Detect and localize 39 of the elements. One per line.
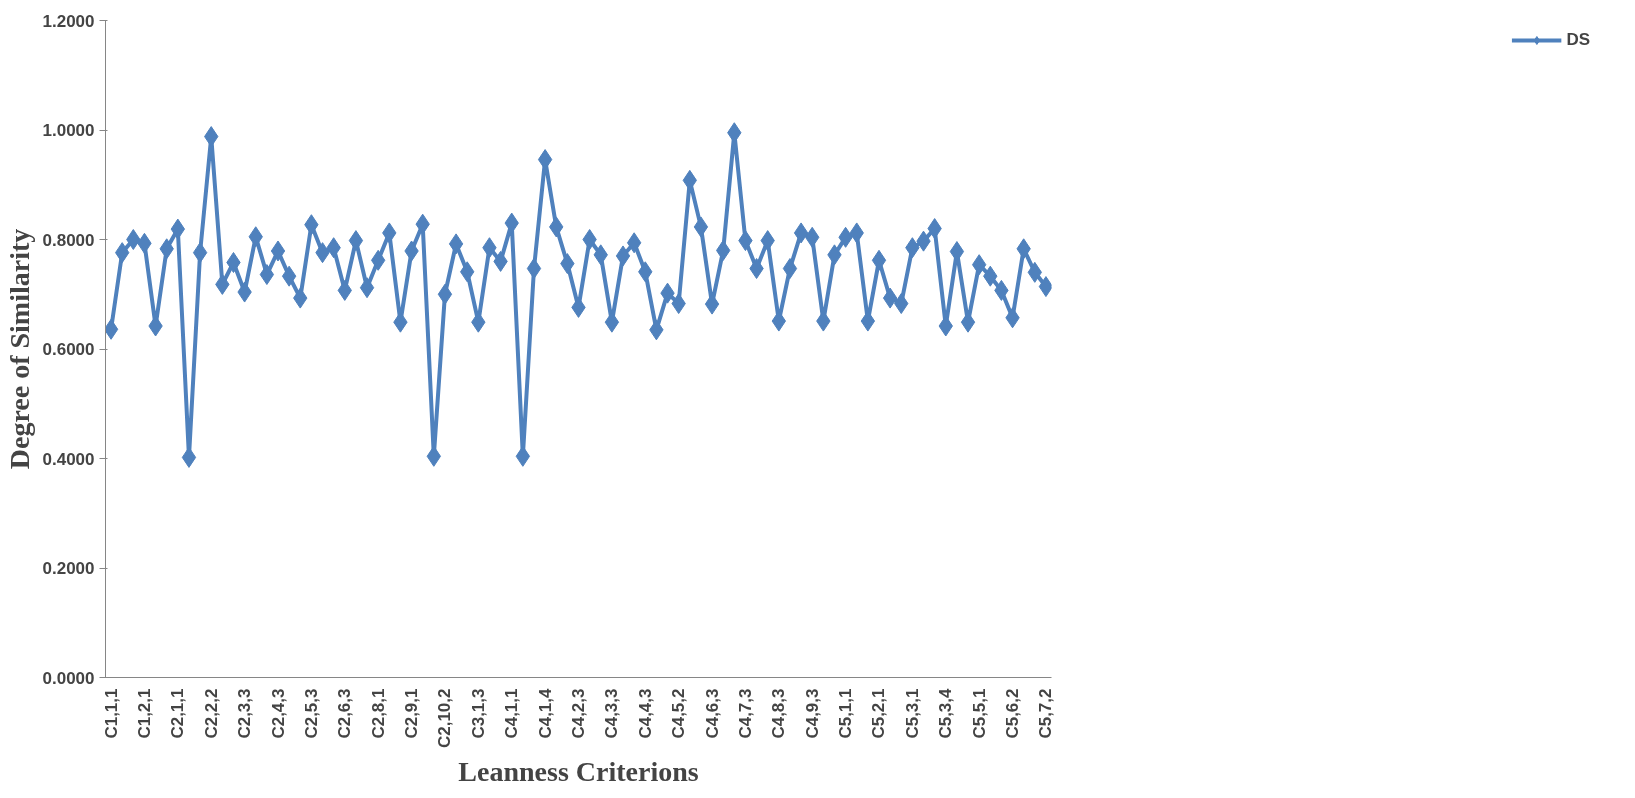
x-tick-label: C4,1,1 [502, 688, 522, 739]
x-tick-label: C1,1,1 [101, 688, 121, 739]
x-tick-label: C2,10,2 [435, 688, 455, 749]
x-tick-label: C4,9,3 [802, 688, 822, 739]
x-tick-label: C5,5,1 [969, 688, 989, 739]
x-tick-label: C5,2,1 [869, 688, 889, 739]
x-tick-label: C5,3,1 [902, 688, 922, 739]
x-tick-label: C2,9,1 [402, 688, 422, 739]
x-tick-label: C4,1,4 [535, 687, 555, 739]
x-tick-label: C4,2,3 [569, 688, 588, 739]
y-tick-label: 1.2000 [42, 11, 95, 31]
y-tick-label: 0.2000 [42, 559, 95, 578]
y-tick-label: 1.0000 [42, 121, 95, 140]
x-tick-label: C2,3,3 [235, 688, 255, 739]
x-tick-label: C1,2,1 [134, 688, 154, 739]
x-tick-label: C4,8,3 [769, 688, 789, 739]
x-tick-label: C2,5,3 [301, 688, 321, 739]
y-tick-label: 0.8000 [42, 230, 95, 250]
y-tick-label: 0.0000 [42, 668, 95, 688]
x-tick-label: C4,6,3 [702, 688, 722, 739]
y-tick-label: 0.6000 [42, 340, 95, 359]
legend-label: DS [1566, 30, 1590, 50]
x-tick-label: C2,6,3 [335, 688, 355, 739]
x-tick-label: C2,4,3 [268, 688, 288, 739]
x-tick-label: C4,7,3 [735, 688, 755, 739]
x-axis-title: Leanness Criterions [458, 756, 699, 788]
x-tick-label: C3,1,3 [468, 688, 488, 739]
x-tick-label: C4,4,3 [635, 688, 655, 739]
x-tick-label: C5,3,4 [936, 687, 956, 739]
x-tick-label: C5,6,2 [1003, 688, 1023, 739]
x-tick-label: C4,3,3 [602, 688, 622, 739]
y-tick-label: 0.4000 [42, 449, 95, 469]
x-tick-label: C5,1,1 [836, 688, 856, 739]
x-tick-label: C4,5,2 [669, 688, 689, 739]
x-tick-label: C2,8,1 [368, 688, 388, 739]
x-tick-label: C5,7,2 [1036, 688, 1056, 739]
x-tick-label: C2,2,2 [201, 688, 221, 739]
x-tick-label: C2,1,1 [168, 688, 188, 739]
y-axis-title: Degree of Similarity [3, 228, 35, 470]
